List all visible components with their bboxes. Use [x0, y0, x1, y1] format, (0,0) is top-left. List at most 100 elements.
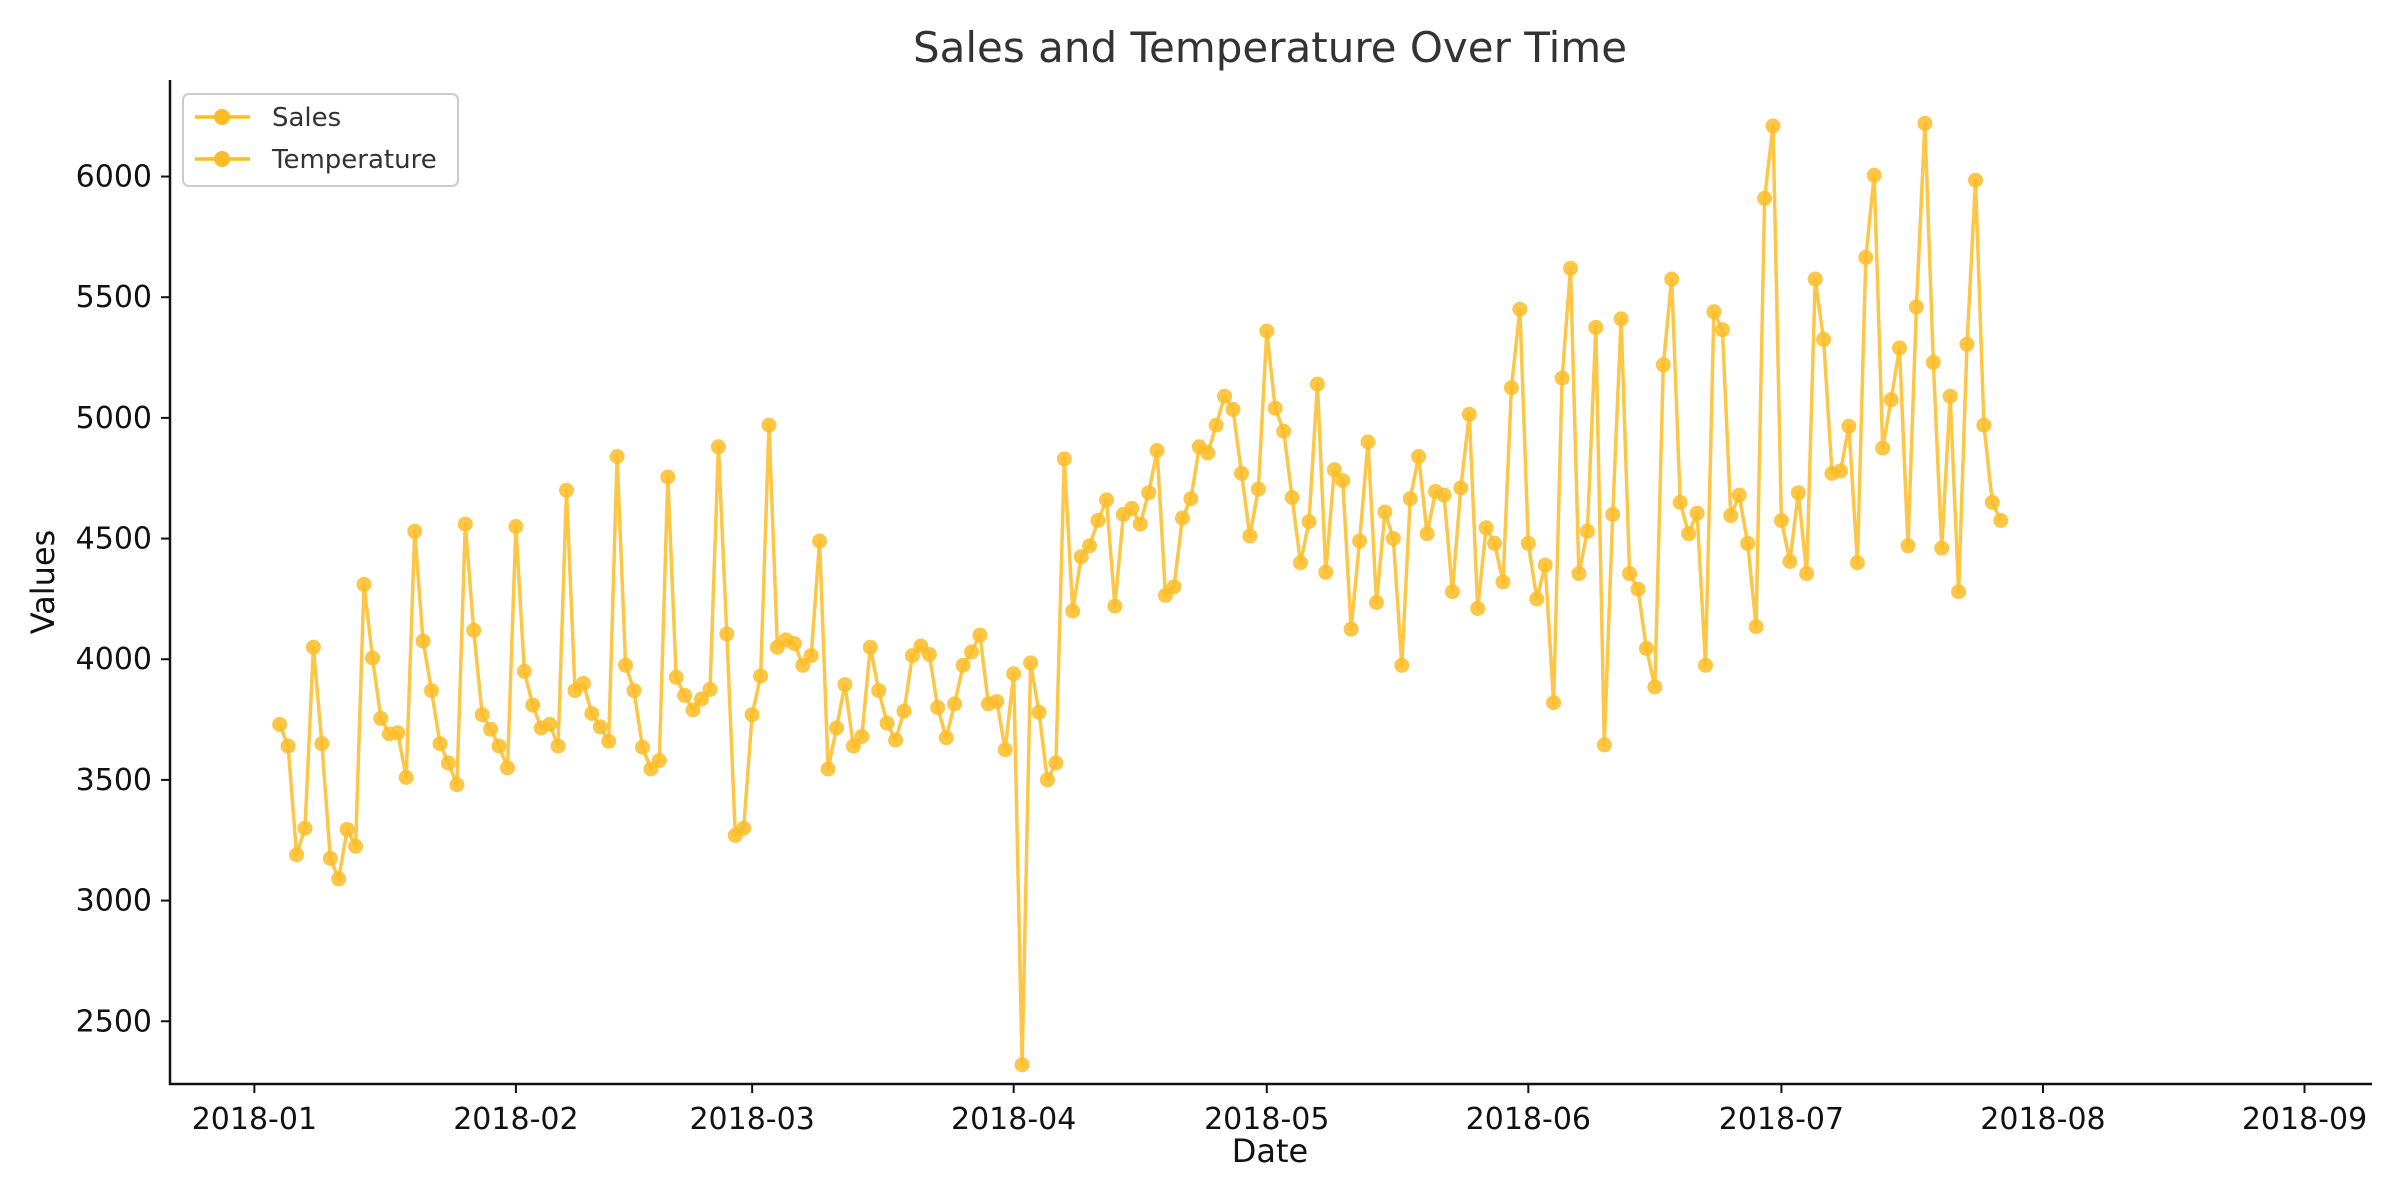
data-point	[1672, 494, 1688, 510]
data-point	[1554, 370, 1570, 386]
legend-marker-sales	[214, 109, 230, 125]
data-point	[1706, 304, 1722, 320]
data-point	[1082, 538, 1098, 554]
data-point	[1149, 443, 1165, 458]
data-point	[542, 716, 558, 732]
data-point	[1900, 538, 1916, 554]
y-tick-label: 4500	[76, 522, 152, 557]
data-point	[415, 633, 431, 649]
data-point	[1976, 417, 1992, 433]
data-point	[272, 716, 288, 732]
x-tick-label: 2018-07	[1719, 1102, 1844, 1137]
data-point	[1630, 581, 1646, 597]
data-point	[896, 703, 912, 719]
data-point	[1892, 340, 1907, 356]
data-point	[584, 706, 600, 721]
data-point	[736, 820, 752, 836]
data-point	[829, 720, 844, 736]
data-point	[559, 482, 574, 498]
data-point	[1099, 492, 1114, 508]
data-point	[1006, 666, 1022, 682]
data-point	[1470, 601, 1486, 616]
data-point	[1259, 323, 1275, 339]
data-point	[1816, 331, 1832, 347]
y-tick-label: 4000	[76, 642, 152, 677]
data-point	[1293, 555, 1308, 571]
chart-title: Sales and Temperature Over Time	[913, 23, 1627, 72]
data-point	[1343, 621, 1359, 637]
x-ticks: 2018-01 2018-02 2018-03 2018-04 2018-05 2018-…	[192, 1084, 2367, 1137]
data-point	[1309, 376, 1325, 392]
x-tick-label: 2018-06	[1466, 1102, 1591, 1137]
data-point	[508, 519, 524, 534]
y-tick-label: 2500	[76, 1004, 152, 1039]
data-point	[1039, 772, 1055, 788]
data-point	[854, 729, 870, 744]
data-point	[1681, 526, 1697, 542]
data-point	[1563, 260, 1578, 276]
data-point	[440, 755, 456, 771]
data-point	[1048, 755, 1064, 771]
data-point	[1132, 516, 1148, 532]
data-point	[1908, 299, 1924, 315]
data-point	[651, 753, 667, 769]
data-point	[1512, 301, 1528, 317]
data-point	[280, 738, 296, 754]
data-point	[989, 694, 1005, 709]
data-point	[1714, 322, 1730, 338]
data-point	[803, 648, 819, 664]
data-point	[483, 721, 499, 737]
data-point	[1461, 406, 1477, 422]
data-point	[1807, 271, 1823, 287]
data-point	[626, 683, 642, 699]
data-point	[1731, 487, 1747, 503]
data-point	[297, 820, 313, 836]
data-point	[1993, 513, 2009, 528]
data-point	[1495, 574, 1511, 590]
data-point	[1056, 451, 1072, 467]
legend-item-sales: Sales	[195, 103, 341, 133]
data-point	[618, 657, 634, 673]
data-point	[1622, 566, 1638, 582]
x-axis-label: Date	[1232, 1132, 1308, 1170]
data-point	[1529, 591, 1545, 607]
series-line-sales	[278, 121, 2003, 1067]
data-point	[1301, 514, 1317, 530]
data-point	[635, 739, 650, 755]
data-point	[1883, 392, 1899, 408]
data-point	[550, 738, 566, 754]
data-point	[1968, 172, 1983, 188]
data-point	[1385, 531, 1401, 547]
data-point	[972, 627, 988, 643]
data-point	[1267, 400, 1283, 416]
data-point	[1537, 557, 1553, 573]
data-point	[694, 691, 709, 707]
data-point	[1613, 311, 1629, 327]
data-point	[592, 719, 608, 735]
data-point	[365, 650, 380, 666]
data-point	[710, 439, 726, 455]
data-point	[1655, 357, 1671, 373]
data-point	[862, 639, 878, 655]
data-point	[1183, 491, 1199, 507]
data-point	[1326, 462, 1342, 478]
data-point	[525, 697, 541, 713]
data-point	[879, 715, 895, 731]
data-point	[1579, 523, 1595, 539]
data-point	[1394, 657, 1410, 673]
data-point	[744, 707, 760, 723]
data-point	[1242, 528, 1258, 544]
data-point	[1984, 494, 2000, 510]
data-point	[1453, 480, 1469, 496]
x-tick-label: 2018-04	[951, 1102, 1076, 1137]
data-point	[339, 821, 355, 837]
data-point	[1925, 354, 1941, 370]
x-tick-label: 2018-08	[1980, 1102, 2105, 1137]
data-point	[1284, 490, 1300, 505]
data-point	[955, 657, 971, 673]
data-point	[1225, 401, 1241, 417]
data-point	[1166, 579, 1182, 595]
data-point	[331, 871, 347, 887]
